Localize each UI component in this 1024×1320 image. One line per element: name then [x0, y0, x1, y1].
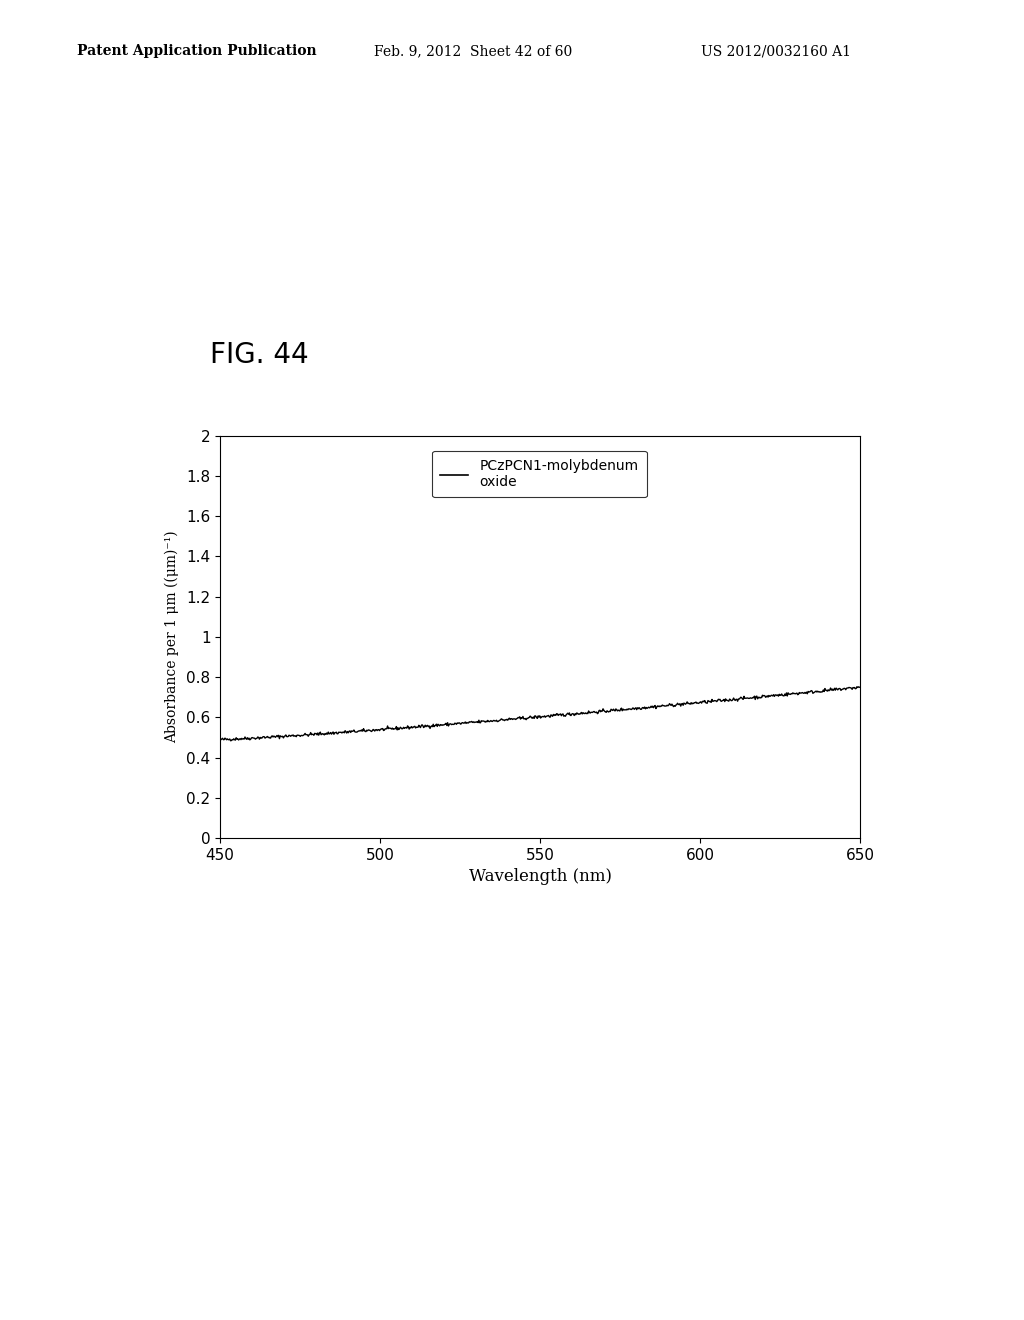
Text: US 2012/0032160 A1: US 2012/0032160 A1: [701, 45, 851, 58]
Y-axis label: Absorbance per 1 μm ((μm)⁻¹): Absorbance per 1 μm ((μm)⁻¹): [165, 531, 179, 743]
Text: Patent Application Publication: Patent Application Publication: [77, 45, 316, 58]
Text: Feb. 9, 2012  Sheet 42 of 60: Feb. 9, 2012 Sheet 42 of 60: [374, 45, 572, 58]
Text: FIG. 44: FIG. 44: [210, 341, 308, 370]
Legend: PCzPCN1-molybdenum
oxide: PCzPCN1-molybdenum oxide: [432, 450, 646, 498]
X-axis label: Wavelength (nm): Wavelength (nm): [469, 869, 611, 886]
